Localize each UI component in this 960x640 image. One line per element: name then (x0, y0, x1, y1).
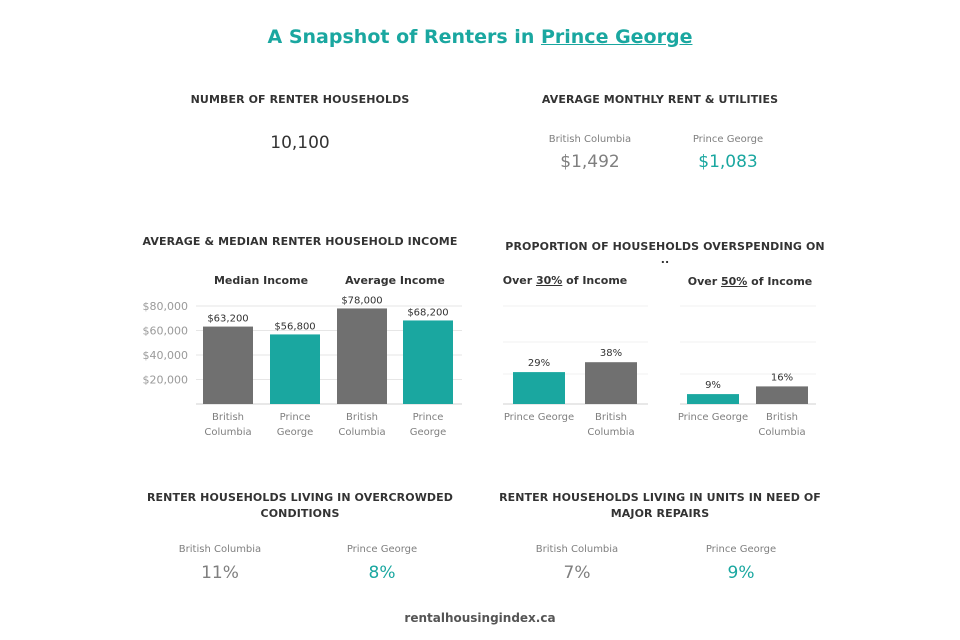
income-bar-label: $68,200 (407, 307, 448, 318)
overcrowded-heading-line2: CONDITIONS (260, 507, 340, 520)
overspend-category-label: Prince George (504, 412, 574, 423)
income-bar-label: $56,800 (274, 321, 315, 332)
income-category-label: George (410, 427, 446, 438)
repairs-pg-value: 9% (727, 563, 755, 583)
income-category-label: Prince (413, 412, 444, 423)
overspend-bar-label: 16% (771, 372, 793, 383)
over30-pre: Over (502, 274, 536, 287)
rent-bc-value: $1,492 (560, 152, 620, 172)
overspend-bar-label: 38% (600, 348, 622, 359)
title-place-link[interactable]: Prince George (540, 26, 693, 48)
overcrowded-heading-line1: RENTER HOUSEHOLDS LIVING IN OVERCROWDED (146, 491, 454, 504)
overspending-heading: PROPORTION OF HOUSEHOLDS OVERSPENDING ON… (505, 240, 825, 266)
overspend-bar-label: 9% (705, 380, 721, 391)
income-category-label: British (212, 412, 244, 423)
overspend-category-label: Columbia (758, 427, 805, 438)
overspend-category-label: British (766, 412, 798, 423)
overcrowded-pg-value: 8% (368, 563, 396, 583)
rent-bc-label: British Columbia (548, 134, 632, 145)
income-bar-label: $78,000 (341, 295, 382, 306)
overcrowded-bc-label: British Columbia (178, 544, 262, 555)
overspend-bar-label: 29% (528, 358, 550, 369)
over30-subtitle: Over 30% of Income (500, 274, 630, 287)
income-bar (270, 334, 320, 404)
income-category-label: Columbia (338, 427, 385, 438)
income-ytick-label: $20,000 (143, 374, 189, 387)
income-category-label: Prince (280, 412, 311, 423)
repairs-heading-line1: RENTER HOUSEHOLDS LIVING IN UNITS IN NEE… (499, 491, 821, 504)
overcrowded-pg-label: Prince George (346, 544, 418, 555)
over30-post: of Income (562, 274, 628, 287)
overspend-bar (513, 372, 565, 404)
overspend-bar (687, 394, 739, 404)
income-bar-label: $63,200 (207, 314, 248, 325)
repairs-heading-line2: MAJOR REPAIRS (610, 507, 710, 520)
income-category-label: George (277, 427, 313, 438)
repairs-heading: RENTER HOUSEHOLDS LIVING IN UNITS IN NEE… (495, 490, 825, 522)
repairs-pg-label: Prince George (705, 544, 777, 555)
income-ytick-label: $60,000 (143, 325, 189, 338)
title-prefix: A Snapshot of Renters in (267, 26, 541, 48)
page-title: A Snapshot of Renters in Prince George (0, 26, 960, 48)
overspend-bar (756, 386, 808, 404)
median-income-subtitle: Median Income (213, 274, 309, 287)
overspend-category-label: British (595, 412, 627, 423)
repairs-bc-label: British Columbia (535, 544, 619, 555)
income-ytick-label: $80,000 (143, 300, 189, 313)
over30-pct: 30% (535, 274, 563, 287)
overcrowded-heading: RENTER HOUSEHOLDS LIVING IN OVERCROWDED … (140, 490, 460, 522)
overcrowded-bc-value: 11% (201, 563, 239, 583)
income-bar (337, 308, 387, 404)
income-category-label: Columbia (204, 427, 251, 438)
renter-households-value: 10,100 (270, 133, 330, 153)
overspend-category-label: Columbia (587, 427, 634, 438)
income-ytick-label: $40,000 (143, 349, 189, 362)
over50-pct: 50% (720, 275, 748, 288)
over50-pre: Over (687, 275, 721, 288)
footer-source[interactable]: rentalhousingindex.ca (404, 611, 556, 625)
over50-post: of Income (747, 275, 813, 288)
rent-heading: AVERAGE MONTHLY RENT & UTILITIES (541, 93, 779, 106)
income-bar (403, 320, 453, 404)
overspend-category-label: Prince George (678, 412, 748, 423)
rent-pg-value: $1,083 (698, 152, 758, 172)
renter-households-heading: NUMBER OF RENTER HOUSEHOLDS (190, 93, 410, 106)
overspend-bar (585, 362, 637, 404)
average-income-subtitle: Average Income (345, 274, 445, 287)
repairs-bc-value: 7% (563, 563, 591, 583)
income-heading: AVERAGE & MEDIAN RENTER HOUSEHOLD INCOME (142, 235, 458, 248)
rent-pg-label: Prince George (692, 134, 764, 145)
income-bar (203, 326, 253, 404)
income-category-label: British (346, 412, 378, 423)
over50-subtitle: Over 50% of Income (685, 275, 815, 288)
